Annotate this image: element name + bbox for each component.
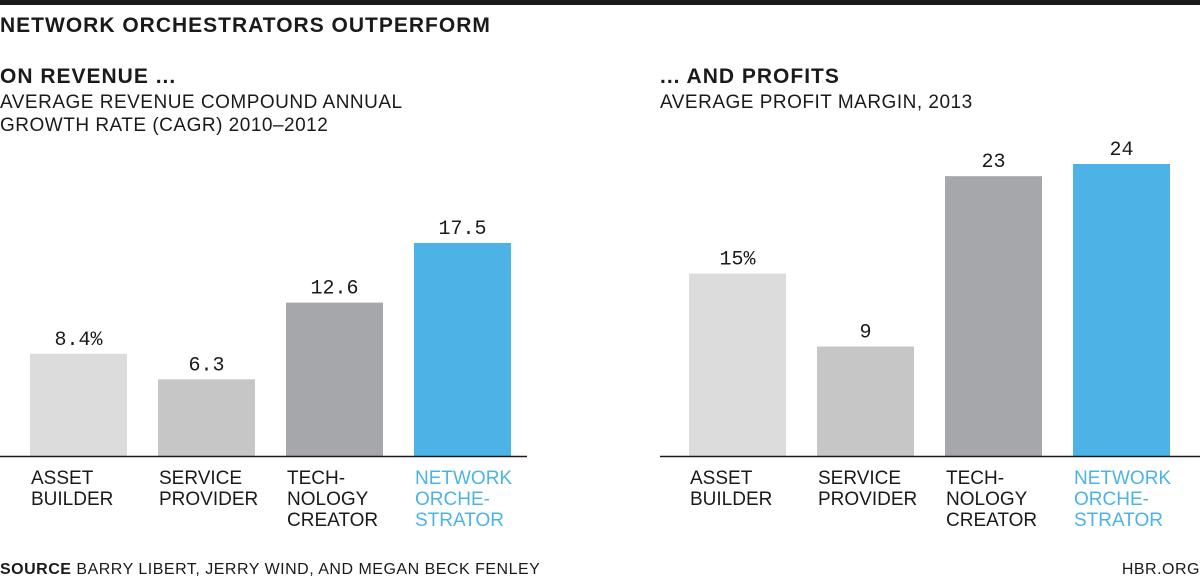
profit-bar-asset-builder (689, 273, 786, 456)
top-rule (0, 0, 1200, 5)
revenue-category-label-technology-creator-2: NOLOGY (287, 489, 369, 510)
revenue-subtitle-line-2: GROWTH RATE (CAGR) 2010–2012 (0, 115, 329, 136)
revenue-bar-technology-creator (286, 302, 383, 456)
source-label: SOURCE (0, 561, 72, 578)
revenue-value-label-network-orchestrator: 17.5 (438, 218, 486, 241)
profit-category-label-asset-builder-2: BUILDER (690, 489, 772, 510)
profit-category-label-network-orchestrator-1: NETWORK (1074, 468, 1171, 489)
profit-panel-heading: ... AND PROFITS (660, 65, 840, 88)
profit-category-label-service-provider-2: PROVIDER (818, 489, 917, 510)
revenue-category-label-asset-builder-2: BUILDER (31, 489, 113, 510)
profit-category-label-technology-creator-1: TECH- (946, 468, 1004, 489)
revenue-value-label-service-provider: 6.3 (188, 354, 224, 377)
revenue-category-label-asset-builder-1: ASSET (31, 468, 94, 489)
revenue-category-label-technology-creator-1: TECH- (287, 468, 345, 489)
profit-subtitle-line-1: AVERAGE PROFIT MARGIN, 2013 (660, 92, 973, 113)
revenue-category-label-network-orchestrator-2: ORCHE- (415, 489, 490, 510)
revenue-category-label-network-orchestrator-1: NETWORK (415, 468, 512, 489)
chart-title: NETWORK ORCHESTRATORS OUTPERFORM (0, 14, 491, 37)
source-note: SOURCE BARRY LIBERT, JERRY WIND, AND MEG… (0, 561, 540, 579)
revenue-bar-network-orchestrator (414, 243, 511, 456)
profit-value-label-service-provider: 9 (859, 322, 871, 345)
revenue-panel-subtitle: AVERAGE REVENUE COMPOUND ANNUAL GROWTH R… (0, 91, 403, 137)
profit-category-label-asset-builder-1: ASSET (690, 468, 753, 489)
profit-category-label-service-provider-1: SERVICE (818, 468, 901, 489)
profit-category-label-network-orchestrator-3: STRATOR (1074, 510, 1163, 531)
profit-bar-technology-creator (945, 176, 1042, 456)
revenue-category-label-technology-creator-3: CREATOR (287, 510, 378, 531)
revenue-bar-asset-builder (30, 353, 127, 456)
revenue-panel-heading: ON REVENUE ... (0, 65, 177, 88)
profit-panel-subtitle: AVERAGE PROFIT MARGIN, 2013 (660, 91, 973, 114)
revenue-value-label-asset-builder: 8.4% (54, 329, 103, 352)
profit-category-label-technology-creator-3: CREATOR (946, 510, 1037, 531)
profit-value-label-asset-builder: 15% (719, 249, 756, 272)
revenue-value-label-technology-creator: 12.6 (310, 278, 358, 301)
profit-value-label-technology-creator: 23 (981, 151, 1005, 174)
profit-category-label-network-orchestrator-2: ORCHE- (1074, 489, 1149, 510)
source-text: BARRY LIBERT, JERRY WIND, AND MEGAN BECK… (76, 561, 541, 578)
profit-category-label-technology-creator-2: NOLOGY (946, 489, 1028, 510)
revenue-bar-service-provider (158, 379, 255, 456)
revenue-category-label-service-provider-1: SERVICE (159, 468, 242, 489)
profit-value-label-network-orchestrator: 24 (1109, 139, 1133, 162)
credit: HBR.ORG (1121, 561, 1200, 578)
revenue-category-label-service-provider-2: PROVIDER (159, 489, 258, 510)
profit-bar-service-provider (817, 346, 914, 456)
revenue-subtitle-line-1: AVERAGE REVENUE COMPOUND ANNUAL (0, 92, 403, 113)
profit-bar-network-orchestrator (1073, 164, 1170, 456)
revenue-category-label-network-orchestrator-3: STRATOR (415, 510, 504, 531)
